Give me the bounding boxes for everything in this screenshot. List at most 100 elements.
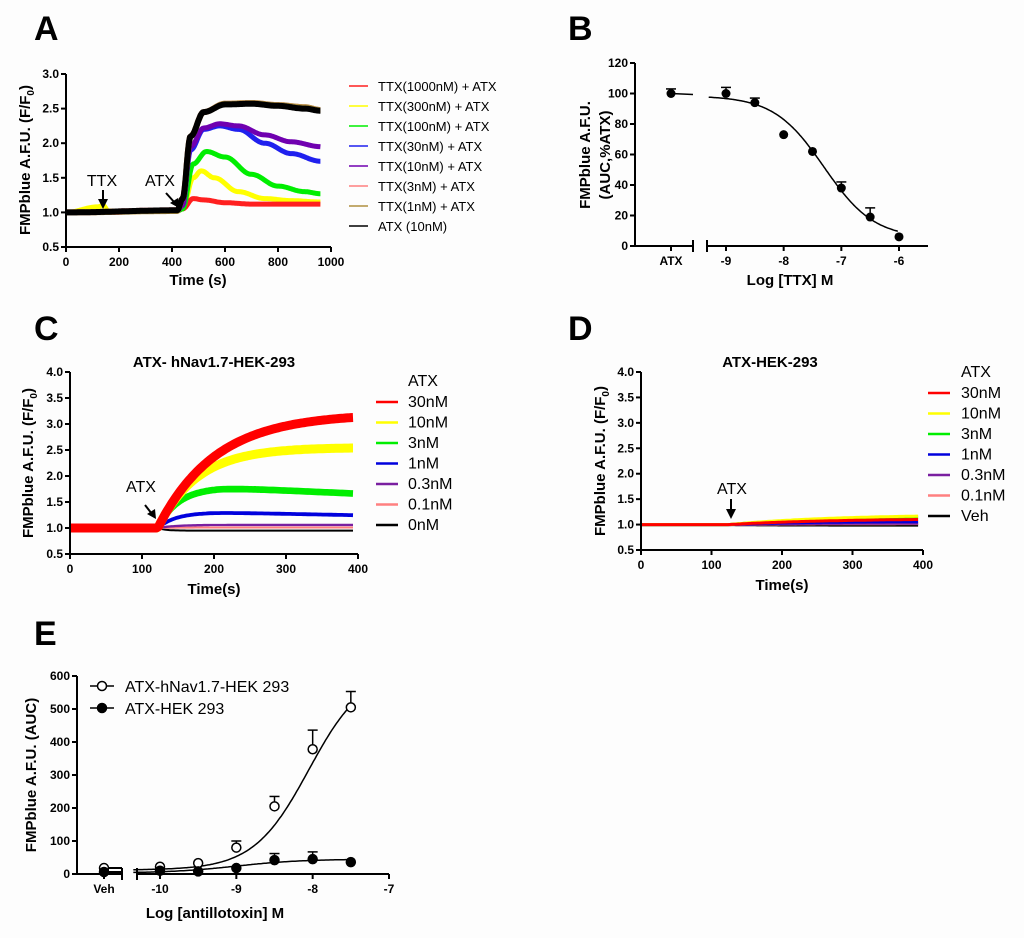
panel-e-data-point [307, 853, 318, 865]
legend-label: 1nM [961, 447, 992, 464]
panel-a-x-axis-label: Time (s) [169, 272, 226, 289]
panel-d-legend: ATX 30nM 10nM 3nM 1nM 0.3nM 0.1nM Veh [928, 364, 1005, 525]
panel-e-x-tick-label: -8 [307, 882, 318, 896]
panel-c-x-ticks: 0 100 200 300 400 [67, 554, 368, 576]
panel-a-legend: TTX(1000nM) + ATX TTX(300nM) + ATX TTX(100… [349, 79, 497, 234]
panel-e-y-tick-label: 200 [50, 801, 70, 815]
panel-b-y-tick-label: 20 [615, 209, 629, 223]
panel-letter-d: D [568, 310, 593, 348]
panel-e-data-point [231, 842, 242, 853]
panel-c-traces [67, 413, 356, 533]
panel-b-data-point [836, 183, 846, 193]
panel-d-legend-title: ATX [961, 364, 991, 381]
panel-c-y-axis-label: FMPblue A.F.U. (F/F0) [20, 388, 40, 538]
open-circle-icon [96, 680, 108, 692]
panel-b-x-tick-label: -7 [836, 254, 847, 268]
panel-a-x-tick-label: 600 [215, 255, 235, 269]
panel-d-traces [641, 514, 919, 527]
panel-c-trace-30nM [67, 413, 356, 533]
panel-e-y-tick-label: 600 [50, 669, 70, 683]
panel-b-data-point [721, 89, 731, 98]
panel-c-chart: ATX- hNav1.7-HEK-293 0.5 1.0 1.5 2.0 2.5 3.0 3… [20, 354, 452, 598]
panel-e-legend: ATX-hNav1.7-HEK 293 ATX-HEK 293 [90, 679, 289, 718]
panel-e-x-tick-label: -9 [231, 882, 242, 896]
panel-e-x-axis-label: Log [antillotoxin] M [146, 905, 284, 922]
panel-c-atx-annotation: ATX [126, 479, 156, 496]
legend-label: ATX-HEK 293 [125, 701, 224, 718]
legend-label: 1nM [408, 456, 439, 473]
panel-a-y-tick-label: 1.5 [42, 171, 59, 185]
panel-letter-c: C [34, 310, 59, 348]
panel-b-y-tick-label: 0 [621, 239, 628, 253]
panel-e-marks [98, 690, 357, 878]
panel-e-fit-curve [133, 858, 351, 874]
panel-c-y-tick-label: 3.5 [46, 391, 63, 405]
panel-e-x-tick-label: Veh [93, 882, 114, 896]
panel-c-legend: ATX 30nM 10nM 3nM 1nM 0.3nM 0.1nM 0nM [376, 373, 452, 534]
panel-e-y-tick-label: 0 [63, 867, 70, 881]
panel-d-y-tick-label: 4.0 [617, 365, 634, 379]
legend-label: ATX-hNav1.7-HEK 293 [125, 679, 289, 696]
panel-d-atx-arrow-icon [726, 499, 736, 519]
panel-c-y-tick-label: 1.5 [46, 495, 63, 509]
panel-e-x-ticks: Veh -10 -9 -8 -7 [93, 874, 395, 896]
panel-c-y-tick-label: 1.0 [46, 521, 63, 535]
panel-c-y-tick-label: 4.0 [46, 365, 63, 379]
panel-e-veh-point [98, 866, 110, 878]
panel-e-data-point [231, 862, 242, 874]
panel-e-data-point [345, 702, 357, 713]
panel-b-control-point [666, 89, 676, 98]
panel-d-y-tick-label: 1.0 [617, 518, 634, 532]
panel-b-y-axis-label-line1: FMPblue A.F.U. [577, 101, 594, 209]
panel-b-data-point [808, 146, 817, 156]
panel-a-traces [64, 100, 323, 216]
panel-d-y-tick-label: 1.5 [617, 492, 634, 506]
panel-d-trace-30nM [641, 518, 919, 527]
legend-label: 3nM [961, 426, 992, 443]
panel-b-x-axis-label: Log [TTX] M [747, 272, 834, 289]
legend-label: ATX (10nM) [378, 219, 447, 234]
panel-d-x-tick-label: 0 [638, 558, 645, 572]
panel-d-y-tick-label: 2.5 [617, 441, 634, 455]
panel-b-data-point [894, 232, 904, 242]
panel-b-data-point [865, 212, 875, 222]
panel-d-x-tick-label: 200 [772, 558, 792, 572]
panel-c-y-tick-label: 2.0 [46, 469, 63, 483]
panel-e-data-point [345, 856, 357, 868]
panel-c-x-axis-label: Time(s) [187, 581, 240, 598]
panel-a-x-tick-label: 0 [63, 255, 70, 269]
panel-c-legend-title: ATX [408, 373, 438, 390]
panel-a-y-ticks: 0.5 1.0 1.5 2.0 2.5 3.0 [42, 67, 66, 254]
legend-label: TTX(100nM) + ATX [378, 119, 490, 134]
panel-b-x-tick-label: ATX [659, 254, 682, 268]
panel-d-y-axis-label: FMPblue A.F.U. (F/F0) [592, 386, 612, 536]
legend-label: 10nM [961, 406, 1001, 423]
panel-b-y-tick-label: 40 [615, 178, 629, 192]
panel-d-x-axis-label: Time(s) [755, 577, 808, 594]
panel-a-y-tick-label: 3.0 [42, 67, 59, 81]
panel-e-x-tick-label: -7 [384, 882, 395, 896]
panel-b-x-tick-label: -8 [778, 254, 789, 268]
legend-label: TTX(1nM) + ATX [378, 199, 475, 214]
legend-label: 10nM [408, 415, 448, 432]
panel-c-y-tick-label: 0.5 [46, 547, 63, 561]
panel-e-y-tick-label: 400 [50, 735, 70, 749]
legend-label: TTX(300nM) + ATX [378, 99, 490, 114]
panel-d-x-tick-label: 400 [913, 558, 933, 572]
panel-a-x-tick-label: 800 [268, 255, 288, 269]
legend-label: TTX(30nM) + ATX [378, 139, 482, 154]
panel-b-x-tick-label: -9 [721, 254, 732, 268]
panel-c-x-tick-label: 0 [67, 562, 74, 576]
panel-b-x-tick-label: -6 [894, 254, 905, 268]
panel-a-x-ticks: 0 200 400 600 800 1000 [63, 247, 345, 269]
panel-a-x-tick-label: 400 [162, 255, 182, 269]
panel-d-y-ticks: 0.5 1.0 1.5 2.0 2.5 3.0 3.5 4.0 [617, 365, 641, 557]
panel-c-y-ticks: 0.5 1.0 1.5 2.0 2.5 3.0 3.5 4.0 [46, 365, 70, 561]
panel-a-y-tick-label: 2.5 [42, 102, 59, 116]
panel-d-y-tick-label: 3.5 [617, 390, 634, 404]
legend-label: 0.1nM [408, 497, 452, 514]
panel-a-chart: 0.5 1.0 1.5 2.0 2.5 3.0 0 200 400 600 800 1000 Tim… [17, 67, 497, 289]
legend-label: 3nM [408, 435, 439, 452]
panel-d-x-tick-label: 300 [842, 558, 862, 572]
